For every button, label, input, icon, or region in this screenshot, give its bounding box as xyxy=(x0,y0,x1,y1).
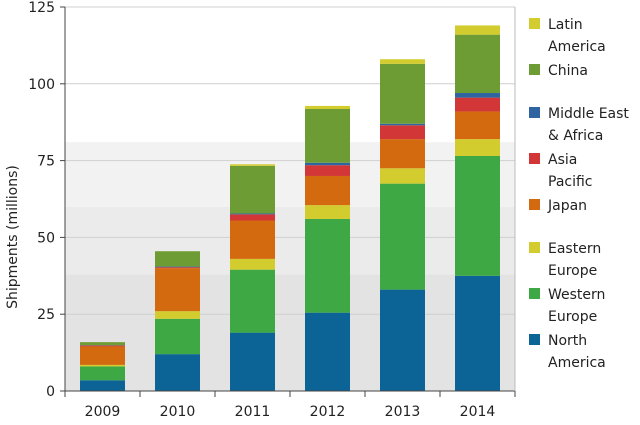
bar-segment xyxy=(380,168,425,184)
y-tick-label: 75 xyxy=(37,154,55,170)
bar-segment xyxy=(380,289,425,391)
legend-swatch xyxy=(529,18,540,29)
legend-label: Japan xyxy=(547,198,587,214)
bar-segment xyxy=(80,366,125,381)
bar-segment xyxy=(305,205,350,219)
bar-segment xyxy=(155,354,200,391)
bar-segment xyxy=(230,213,275,215)
legend-label: America xyxy=(548,355,606,371)
bars xyxy=(80,25,500,391)
background-bands xyxy=(65,142,515,391)
bar-segment xyxy=(80,380,125,391)
bar-segment xyxy=(305,105,350,109)
bar-segment xyxy=(230,214,275,221)
legend-label: Asia xyxy=(548,152,577,168)
bar-segment xyxy=(455,34,500,94)
legend-label: Latin xyxy=(548,17,583,33)
bar-segment xyxy=(155,318,200,355)
y-tick-label: 50 xyxy=(37,230,55,246)
bar-segment xyxy=(380,139,425,169)
bar-segment xyxy=(380,125,425,140)
bar-segment xyxy=(80,342,125,346)
y-tick-labels: 0 25 50 75 100 125 xyxy=(28,0,55,400)
bar-segment xyxy=(155,311,200,319)
legend-swatch xyxy=(529,334,540,345)
bar-segment xyxy=(455,25,500,35)
bar-segment xyxy=(380,59,425,64)
legend-swatch xyxy=(529,153,540,164)
bar-segment xyxy=(455,155,500,276)
bar-segment xyxy=(155,268,200,312)
y-tick-label: 0 xyxy=(46,384,55,400)
bar-segment xyxy=(380,183,425,290)
legend: Latin America China Middle East & Africa Asia… xyxy=(529,17,629,371)
legend-label: Western xyxy=(548,287,605,303)
legend-swatch xyxy=(529,64,540,75)
bar-segment xyxy=(230,165,275,214)
legend-swatch xyxy=(529,199,540,210)
bar-segment xyxy=(305,108,350,163)
background-band xyxy=(65,206,515,275)
bar-segment xyxy=(230,258,275,270)
legend-label: Europe xyxy=(548,309,597,325)
legend-label: & Africa xyxy=(548,128,603,144)
bar-segment xyxy=(155,267,200,269)
background-band xyxy=(65,142,515,207)
legend-swatch xyxy=(529,242,540,253)
gridlines xyxy=(65,6,515,315)
legend-swatch xyxy=(529,288,540,299)
bar-segment xyxy=(380,123,425,126)
bar-segment xyxy=(455,97,500,112)
bar-segment xyxy=(455,139,500,156)
bar-segment xyxy=(305,175,350,206)
axes xyxy=(60,6,516,397)
bar-segment xyxy=(305,162,350,166)
y-tick-label: 125 xyxy=(28,0,55,16)
y-axis-title: Shipments (millions) xyxy=(5,165,21,309)
bar-segment xyxy=(230,164,275,166)
x-tick-label: 2014 xyxy=(460,404,496,420)
legend-label: Pacific xyxy=(548,174,593,190)
legend-label: Middle East xyxy=(548,106,629,122)
bar-segment xyxy=(155,266,200,268)
legend-label: China xyxy=(548,63,588,79)
legend-label: North xyxy=(548,333,587,349)
x-tick-label: 2012 xyxy=(310,404,346,420)
bar-segment xyxy=(305,312,350,391)
bar-segment xyxy=(80,364,125,367)
x-tick-labels: 2009 2010 2011 2012 2013 2014 xyxy=(85,404,496,420)
bar-segment xyxy=(455,275,500,391)
legend-label: Europe xyxy=(548,263,597,279)
y-tick-label: 100 xyxy=(28,77,55,93)
bar-segment xyxy=(230,332,275,391)
bar-segment xyxy=(80,345,125,347)
y-tick-label: 25 xyxy=(37,307,55,323)
x-tick-label: 2009 xyxy=(85,404,121,420)
bar-segment xyxy=(230,269,275,333)
legend-label: America xyxy=(548,39,606,55)
bar-segment xyxy=(455,111,500,140)
bar-segment xyxy=(155,251,200,267)
x-tick-label: 2013 xyxy=(385,404,421,420)
bar-segment xyxy=(380,63,425,124)
background-band xyxy=(65,274,515,391)
bar-segment xyxy=(80,346,125,365)
bar-segment xyxy=(455,93,500,98)
bar-segment xyxy=(305,218,350,313)
x-tick-label: 2011 xyxy=(235,404,271,420)
bar-segment xyxy=(305,165,350,176)
x-tick-label: 2010 xyxy=(160,404,196,420)
bar-segment xyxy=(230,220,275,259)
legend-label: Eastern xyxy=(548,241,601,257)
legend-swatch xyxy=(529,107,540,118)
